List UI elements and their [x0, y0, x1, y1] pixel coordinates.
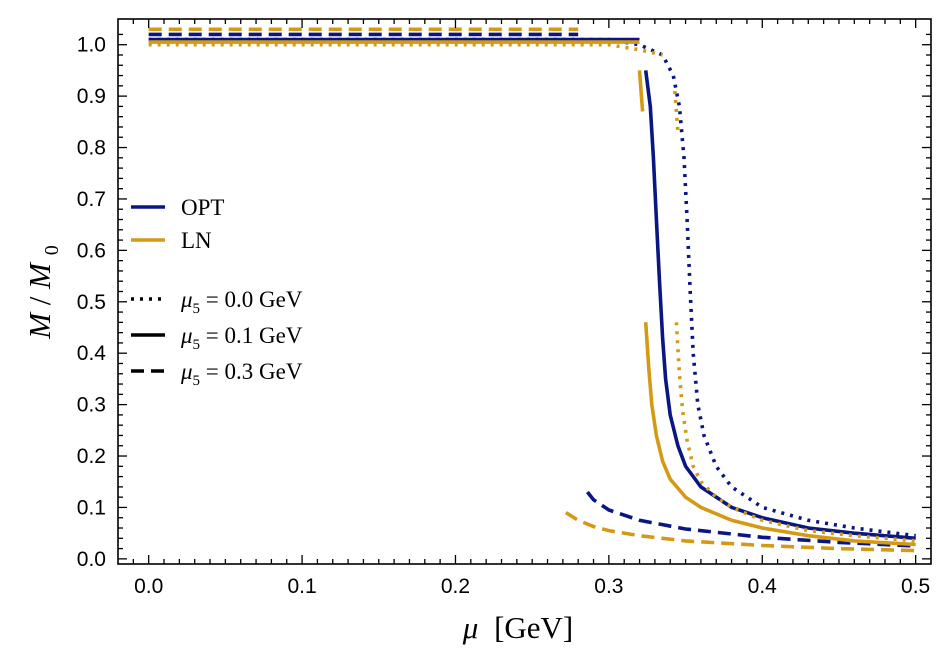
y-tick-label: 0.6	[77, 239, 106, 262]
y-tick-label: 0.1	[77, 496, 106, 519]
y-axis-title-sub: 0	[41, 245, 63, 255]
y-tick-label: 0.9	[77, 85, 106, 108]
legend-label-dashed: μ5 = 0.3 GeV	[180, 359, 303, 389]
y-tick-label: 0.5	[77, 291, 106, 314]
y-axis-title-m: M	[22, 311, 57, 340]
series-line-ln-dotted-6	[673, 90, 680, 133]
x-axis-title: μ [GeV]	[462, 610, 574, 645]
series-layer	[148, 27, 916, 553]
series-line-ln-solid-10	[643, 322, 916, 547]
x-tick-label: 0.0	[134, 575, 163, 598]
x-tick-label: 0.3	[594, 575, 623, 598]
series-line-opt-dashed-4	[585, 490, 916, 548]
tick-layer	[118, 19, 931, 564]
y-tick-label: 1.0	[77, 34, 106, 57]
x-tick-label: 0.1	[287, 575, 316, 598]
x-tick-label: 0.4	[748, 575, 778, 598]
legend: OPT LN μ5 = 0.0 GeV μ5 = 0.1 GeV μ5 = 0.3 Ge…	[131, 195, 303, 389]
x-tick-label: 0.2	[441, 575, 470, 598]
y-tick-label: 0.7	[77, 188, 106, 211]
x-axis-title-unit: [GeV]	[494, 610, 573, 645]
series-line-ln-dashed-12	[564, 511, 916, 553]
tick-label-layer: 0.0 0.1 0.2 0.3 0.4 0.5 0.0 0.1 0.2 0.3 0.4 0.5 0.6 0…	[77, 34, 930, 598]
x-axis-title-symbol: μ	[462, 610, 479, 645]
y-tick-label: 0.4	[77, 342, 107, 365]
y-axis-title-slash: /	[22, 296, 57, 305]
x-tick-label: 0.5	[901, 575, 930, 598]
legend-label-ln: LN	[181, 228, 212, 253]
series-line-ln-dotted-7	[674, 322, 916, 543]
legend-label-dotted: μ5 = 0.0 GeV	[180, 287, 303, 317]
series-line-ln-solid-9	[637, 70, 645, 112]
y-axis-title: M / M 0	[22, 245, 63, 340]
y-tick-label: 0.2	[77, 445, 106, 468]
legend-label-solid: μ5 = 0.1 GeV	[180, 323, 303, 353]
y-axis-title-m0: M	[22, 261, 57, 290]
series-line-opt-solid-2	[643, 70, 916, 541]
series-line-opt-dotted-0	[148, 37, 916, 538]
series-line-ln-dotted-5	[148, 42, 663, 57]
y-tick-label: 0.0	[77, 548, 106, 571]
y-tick-label: 0.8	[77, 137, 106, 160]
legend-label-opt: OPT	[181, 195, 224, 220]
y-tick-label: 0.3	[77, 394, 106, 417]
